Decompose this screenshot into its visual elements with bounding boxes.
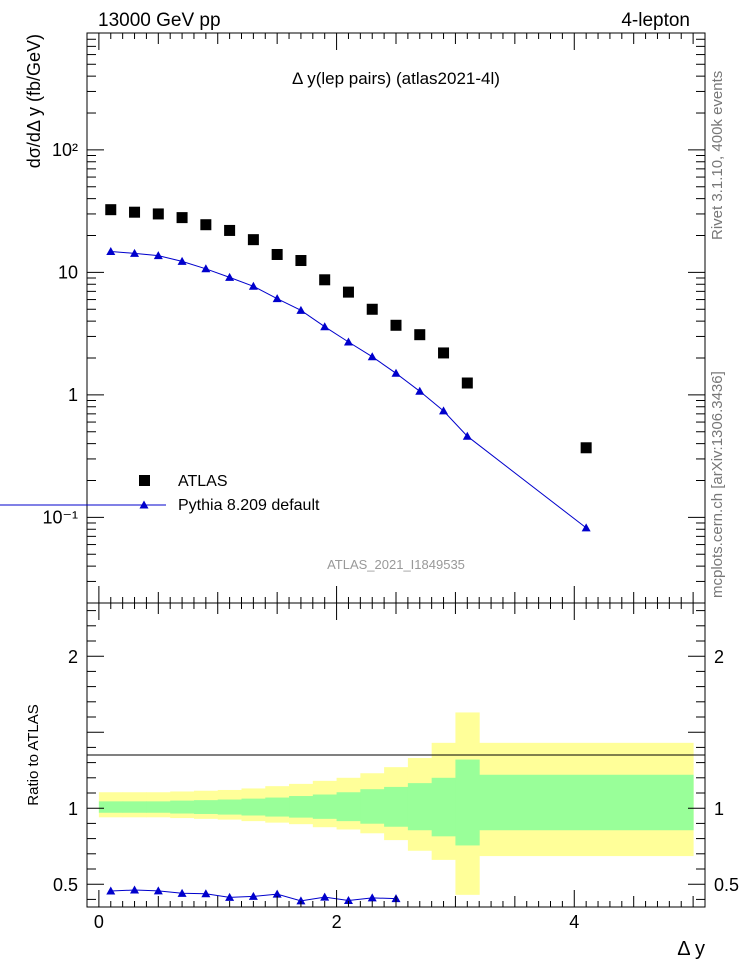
ratio-uncertainty-band-inner <box>122 801 147 813</box>
ratio-uncertainty-band-inner <box>98 801 124 813</box>
main-y-axis-label: dσ/dΔ y (fb/GeV) <box>24 34 44 168</box>
ratio-uncertainty-band-inner <box>312 794 338 819</box>
mcplots-source-label: mcplots.cern.ch [arXiv:1306.3436] <box>709 371 726 598</box>
pythia-data-point <box>296 305 306 314</box>
legend-pythia-label: Pythia 8.209 default <box>178 497 320 514</box>
legend-atlas-label: ATLAS <box>178 473 228 490</box>
ratio-uncertainty-band-inner <box>336 792 361 822</box>
atlas-data-point <box>390 319 402 331</box>
pythia-data-point <box>343 337 353 346</box>
atlas-data-point <box>461 377 473 389</box>
ratio-pythia-point <box>343 895 353 904</box>
main-plot-panel: 10⁻¹ 1 10 10² Δ y(lep pairs) (atlas2021-4l)… <box>0 32 706 604</box>
ratio-uncertainty-band-inner <box>193 800 219 814</box>
atlas-data-point <box>129 206 141 218</box>
pythia-data-point <box>272 294 282 303</box>
main-y-tick-label: 1 <box>68 385 78 405</box>
pythia-data-point <box>367 352 377 361</box>
ratio-y-axis-label: Ratio to ATLAS <box>25 704 42 805</box>
ratio-uncertainty-band-inner <box>146 801 171 813</box>
ratio-pythia-point <box>177 888 187 897</box>
atlas-data-point <box>580 442 592 454</box>
pythia-data-point <box>130 248 140 257</box>
atlas-data-point <box>438 347 450 359</box>
ratio-y-tick-label-right: 1 <box>714 799 724 819</box>
legend: ATLAS Pythia 8.209 default <box>0 473 320 514</box>
atlas-data-point <box>271 248 283 260</box>
atlas-data-point <box>319 274 331 286</box>
pythia-data-point <box>153 251 163 260</box>
ratio-uncertainty-band-inner <box>384 786 409 827</box>
pythia-data-point <box>415 386 425 395</box>
main-y-tick-label: 10² <box>52 140 78 160</box>
x-tick-label: 4 <box>569 912 579 932</box>
ratio-pythia-point <box>106 886 116 895</box>
ratio-pythia-point <box>320 892 330 901</box>
pythia-data-point <box>581 523 591 532</box>
legend-atlas-marker <box>139 475 150 486</box>
ratio-pythia-point <box>248 891 258 900</box>
pythia-data-point <box>225 272 235 281</box>
ratio-y-tick-label-right: 2 <box>714 647 724 667</box>
pythia-data-point <box>320 322 330 331</box>
rivet-version-label: Rivet 3.1.10, 400k events <box>709 71 726 240</box>
ratio-uncertainty-band-inner <box>407 783 433 831</box>
ratio-y-tick-label-left: 1 <box>68 799 78 819</box>
main-plot-frame <box>86 32 706 604</box>
pythia-data-point <box>177 256 187 265</box>
pythia-data-point <box>391 368 401 377</box>
ratio-uncertainty-band-inner <box>217 799 242 815</box>
header-left: 13000 GeV pp <box>98 10 221 31</box>
main-plot-title: Δ y(lep pairs) (atlas2021-4l) <box>292 69 500 88</box>
ratio-uncertainty-band-inner <box>289 796 314 818</box>
atlas-data-point <box>224 224 236 236</box>
ratio-uncertainty-band-inner <box>431 777 456 837</box>
legend-pythia-marker <box>139 500 149 509</box>
main-y-tick-label: 10⁻¹ <box>42 507 78 527</box>
ratio-uncertainty-band-inner <box>241 798 266 816</box>
ratio-pythia-point <box>367 893 377 902</box>
x-tick-label: 2 <box>332 912 342 932</box>
ratio-pythia-point <box>225 892 235 901</box>
ratio-pythia-point <box>130 885 140 894</box>
pythia-data-point <box>439 406 449 415</box>
header-right: 4-lepton <box>621 10 690 31</box>
x-axis-label: Δ y <box>677 938 705 960</box>
ratio-y-tick-label-right: 0.5 <box>714 875 739 895</box>
atlas-data-point <box>414 329 426 341</box>
pythia-data-point <box>248 281 258 290</box>
x-tick-label: 0 <box>94 912 104 932</box>
atlas-data-point <box>176 212 188 224</box>
ratio-uncertainty-band-inner <box>265 797 290 817</box>
ratio-pythia-point <box>153 886 163 895</box>
ratio-uncertainty-band-inner <box>455 759 480 846</box>
ratio-uncertainty-band-inner <box>479 774 694 831</box>
atlas-data-point <box>105 204 117 216</box>
ratio-y-tick-label-left: 0.5 <box>53 875 78 895</box>
atlas-data-point <box>200 219 212 231</box>
ratio-plot-panel: 0.5 0.5 1 1 2 2 0 2 4 Ratio to ATLAS Δ y <box>25 602 739 960</box>
pythia-data-point <box>462 431 472 440</box>
pythia-data-point <box>201 264 211 273</box>
analysis-watermark: ATLAS_2021_I1849535 <box>327 557 465 572</box>
ratio-y-tick-label-left: 2 <box>68 647 78 667</box>
ratio-pythia-point <box>201 889 211 898</box>
ratio-uncertainty-band-inner <box>360 789 385 824</box>
pythia-data-point <box>106 247 116 256</box>
ratio-pythia-point <box>296 896 306 905</box>
atlas-data-point <box>152 208 164 220</box>
atlas-data-point <box>295 255 307 267</box>
atlas-data-point <box>247 234 259 246</box>
ratio-pythia-point <box>272 889 282 898</box>
atlas-data-point <box>342 286 354 298</box>
atlas-data-point <box>366 303 378 315</box>
main-y-tick-label: 10 <box>58 262 78 282</box>
ratio-uncertainty-band-inner <box>170 800 195 814</box>
